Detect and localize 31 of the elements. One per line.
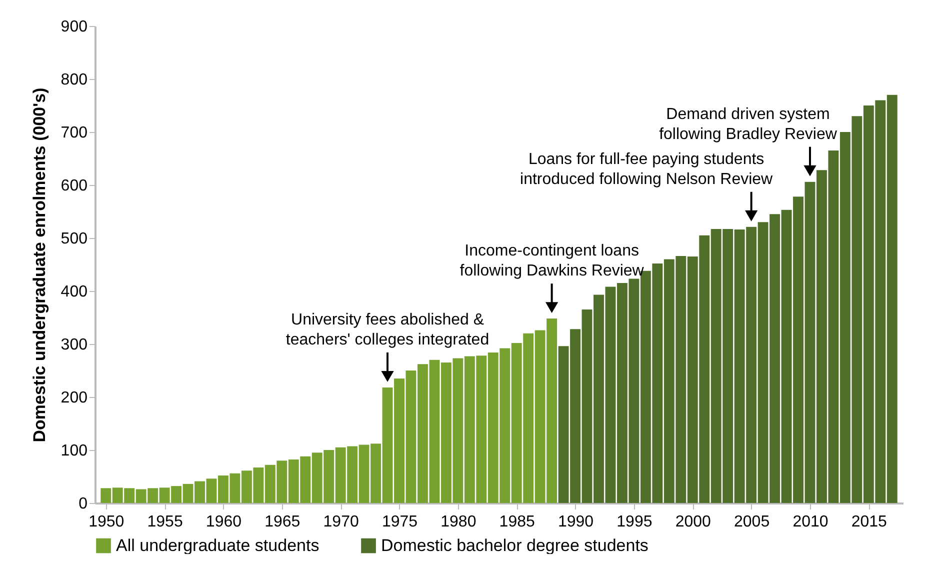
y-tick-label: 100 [60,442,88,460]
x-tick-label: 1950 [88,514,124,530]
x-tick-label: 1960 [206,514,242,530]
y-tick-label: 0 [78,496,88,512]
y-tick-label: 500 [60,230,88,248]
x-tick-label: 1985 [499,514,535,530]
annotation: Demand driven system following Bradley Review [659,106,838,143]
x-tick-label: 2000 [675,514,712,530]
x-tick-label: 1965 [264,514,300,530]
y-tick-label: 300 [60,336,88,354]
annotation: University fees abolished & teachers' colleges integrated [286,311,490,348]
x-tick-label: 1955 [147,514,183,530]
legend-label: All undergraduate students [116,536,320,555]
y-tick-label: 700 [60,124,88,142]
y-tick-label: 200 [60,390,88,406]
annotation: Income-contingent loans following Dawkins Review [460,242,644,280]
y-tick-label: 800 [60,72,88,88]
annotation: Loans for full-fee paying students introduced following Nelson Review [520,150,774,188]
x-tick-label: 1970 [323,514,359,530]
x-tick-label: 2005 [734,514,770,530]
y-tick-label: 600 [60,178,88,194]
y-tick-label: 400 [60,284,88,300]
x-tick-label: 1995 [616,514,652,530]
y-tick-label: 900 [60,18,88,36]
x-tick-label: 1975 [382,514,418,530]
legend-label: Domestic bachelor degree students [381,536,648,555]
x-tick-label: 2010 [792,514,828,530]
x-tick-label: 2015 [851,514,888,530]
x-tick-label: 1990 [558,514,594,530]
y-axis-title: Domestic undergraduate enrolments (000's) [30,88,49,442]
x-tick-label: 1980 [440,514,476,530]
